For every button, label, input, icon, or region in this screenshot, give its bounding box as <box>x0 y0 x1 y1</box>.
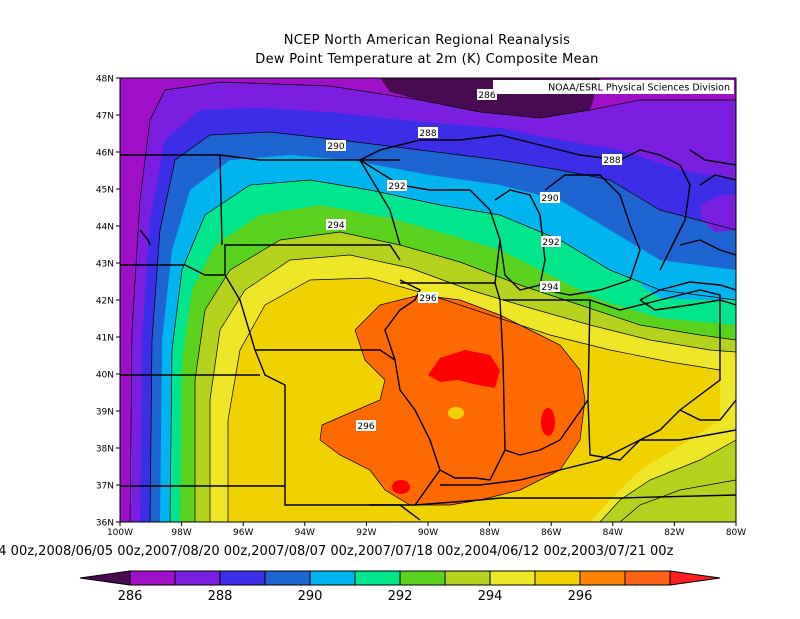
lat-label: 40N <box>96 371 114 381</box>
contour-label-box <box>418 292 438 303</box>
lat-label: 41N <box>96 334 114 344</box>
contour-label-box <box>477 89 497 100</box>
contour-label: 290 <box>541 194 558 204</box>
contour-label-box <box>541 236 561 247</box>
lat-label: 39N <box>96 408 114 418</box>
lon-label: 98W <box>171 528 191 538</box>
lon-label: 80W <box>726 528 746 538</box>
lat-label: 38N <box>96 445 114 455</box>
contour-label: 292 <box>388 182 405 192</box>
state-borders <box>120 134 736 521</box>
longitude-labels: 100W 98W 96W 94W 92W 90W 88W 86W 84W 82W 80W <box>107 522 746 538</box>
contour-label-box <box>326 140 346 151</box>
lon-label: 86W <box>541 528 561 538</box>
colorbar-label: 290 <box>298 589 323 604</box>
composite-dates: 24 00z,2008/06/05 00z,2007/08/20 00z,200… <box>0 544 674 559</box>
lon-label: 94W <box>295 528 315 538</box>
colorbar-right-arrow <box>669 570 721 586</box>
lon-label: 82W <box>664 528 684 538</box>
contour-label-box <box>356 420 376 431</box>
contour-label-box <box>540 281 560 292</box>
colorbar-left-arrow <box>79 570 131 586</box>
colorbar-segment <box>579 570 626 586</box>
lat-label: 43N <box>96 260 114 270</box>
lon-label: 92W <box>356 528 376 538</box>
colorbar-label: 296 <box>568 589 593 604</box>
contour-label: 294 <box>327 221 344 231</box>
contour-label-box <box>326 219 346 230</box>
contour-label: 290 <box>327 142 344 152</box>
colorbar-label: 294 <box>478 589 503 604</box>
lat-label: 37N <box>96 482 114 492</box>
lon-label: 100W <box>107 528 133 538</box>
chart-subtitle: Dew Point Temperature at 2m (K) Composit… <box>255 52 599 67</box>
lon-label: 90W <box>418 528 438 538</box>
colorbar-segment <box>534 570 581 586</box>
lon-label: 84W <box>603 528 623 538</box>
band-297 <box>392 480 410 494</box>
lat-label: 44N <box>96 223 114 233</box>
band-297 <box>541 408 555 436</box>
contour-label-box <box>540 192 560 203</box>
lat-label: 36N <box>96 519 114 529</box>
lat-label: 47N <box>96 112 114 122</box>
colorbar-label: 286 <box>118 589 143 604</box>
lat-label: 46N <box>96 149 114 159</box>
contour-label: 288 <box>419 129 436 139</box>
contour-label: 288 <box>603 156 620 166</box>
lat-label: 42N <box>96 297 114 307</box>
contour-label-box <box>418 127 438 138</box>
contour-labels: 286 288 288 290 290 292 292 294 294 296 296 <box>326 89 622 432</box>
lon-label: 88W <box>479 528 499 538</box>
credit-text: NOAA/ESRL Physical Sciences Division <box>548 83 730 94</box>
band-296 <box>320 295 585 505</box>
chart-title: NCEP North American Regional Reanalysis <box>283 33 571 48</box>
colorbar-label: 288 <box>208 589 233 604</box>
colorbar-segment <box>219 570 266 586</box>
colorbar: 286 288 290 292 294 296 <box>79 570 721 604</box>
colorbar-segment <box>489 570 536 586</box>
colorbar-segment <box>129 570 176 586</box>
contour-label: 294 <box>541 283 558 293</box>
band-295-spot <box>448 407 464 419</box>
contour-label: 286 <box>478 91 495 101</box>
colorbar-segment <box>174 570 221 586</box>
lon-label: 96W <box>233 528 253 538</box>
colorbar-segment <box>399 570 446 586</box>
contour-label-box <box>602 154 622 165</box>
lat-label: 48N <box>96 75 114 85</box>
colorbar-segment <box>354 570 401 586</box>
band-290-spot <box>640 275 736 300</box>
colorbar-segment <box>309 570 356 586</box>
latitude-labels: 48N 47N 46N 45N 44N 43N 42N 41N 40N 39N 38N 37N 36N <box>96 75 120 529</box>
contour-label: 292 <box>542 238 559 248</box>
contour-label: 296 <box>419 294 436 304</box>
band-297 <box>428 350 500 388</box>
colorbar-segment <box>624 570 671 586</box>
map-fill-layer <box>120 78 736 522</box>
contour-label-box <box>387 180 407 191</box>
colorbar-label: 292 <box>388 589 413 604</box>
lat-label: 45N <box>96 186 114 196</box>
contour-label: 296 <box>357 422 374 432</box>
colorbar-segment <box>264 570 311 586</box>
colorbar-segment <box>444 570 491 586</box>
credit-box <box>493 80 734 94</box>
